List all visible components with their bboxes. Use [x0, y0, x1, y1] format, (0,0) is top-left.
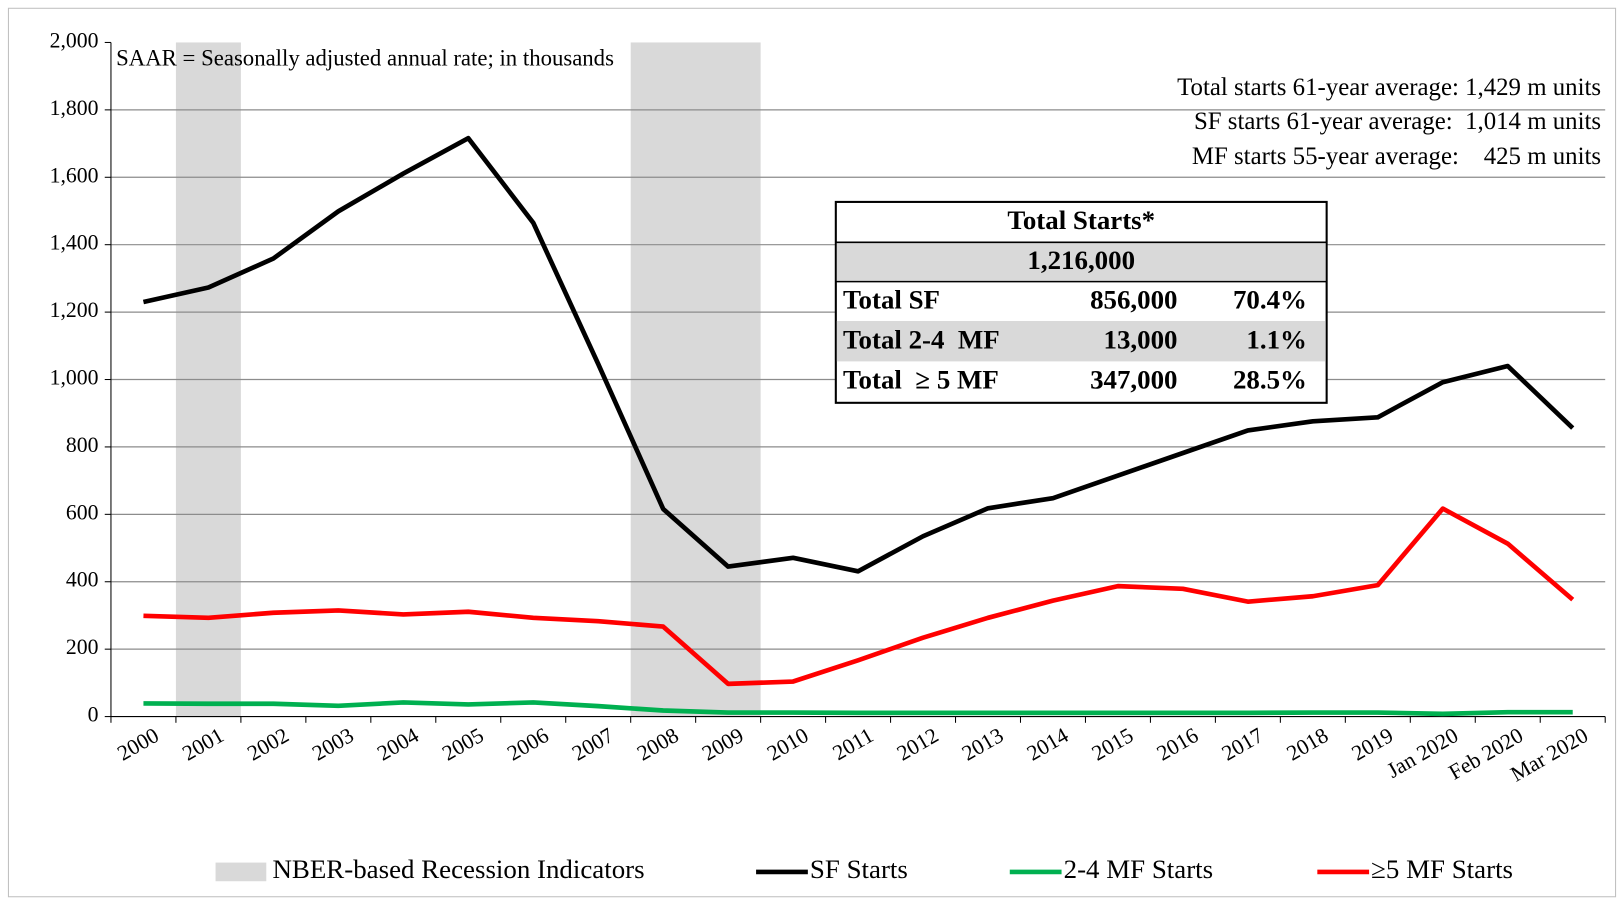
table-row-bg — [836, 242, 1326, 282]
table-cell: 70.4% — [1233, 285, 1307, 315]
y-tick-label: 400 — [66, 568, 99, 592]
y-tick-label: 2,000 — [50, 28, 99, 52]
y-tick-label: 1,200 — [50, 298, 99, 322]
chart-frame — [7, 7, 1617, 898]
legend-swatch — [215, 862, 267, 882]
y-tick-label: 1,400 — [50, 231, 99, 255]
legend-label: NBER-based Recession Indicators — [272, 854, 644, 884]
table-frame — [834, 200, 1328, 404]
series-line — [143, 700, 1573, 717]
legend-label: SF Starts — [810, 854, 908, 884]
table-total: 1,216,000 — [1027, 245, 1135, 275]
table-cell: Total ≥ 5 MF — [843, 364, 999, 394]
y-tick-label: 0 — [88, 703, 99, 727]
y-tick-label: 1,000 — [50, 365, 99, 389]
annotation: MF starts 55-year average: 425 m units — [1192, 143, 1601, 170]
table-cell: Total SF — [843, 285, 940, 315]
annotation: Total starts 61-year average: 1,429 m un… — [1177, 74, 1601, 101]
table-cell: 347,000 — [1090, 364, 1177, 394]
y-tick-label: 600 — [66, 500, 99, 524]
series-line — [143, 506, 1575, 687]
table-title: Total Starts* — [1007, 205, 1155, 235]
table-row-bg — [836, 321, 1326, 362]
table-cell: 856,000 — [1090, 285, 1177, 315]
table-cell: 28.5% — [1233, 364, 1307, 394]
table-cell: Total 2-4 MF — [843, 324, 1000, 354]
summary-table: Total Starts* 1,216,000 Total SF 856,000 7… — [834, 200, 1328, 404]
legend-label: ≥5 MF Starts — [1371, 854, 1513, 884]
series-line — [142, 135, 1575, 574]
legend-label: 2-4 MF Starts — [1064, 854, 1214, 884]
annotation: SF starts 61-year average: 1,014 m units — [1194, 108, 1601, 135]
annotation: SAAR = Seasonally adjusted annual rate; … — [116, 45, 614, 70]
y-tick-label: 200 — [66, 635, 99, 659]
table-cell: 13,000 — [1104, 324, 1178, 354]
y-tick-label: 800 — [66, 433, 99, 457]
table-cell: 1.1% — [1246, 324, 1307, 354]
y-tick-label: 1,800 — [50, 96, 99, 120]
y-tick-label: 1,600 — [50, 163, 99, 187]
